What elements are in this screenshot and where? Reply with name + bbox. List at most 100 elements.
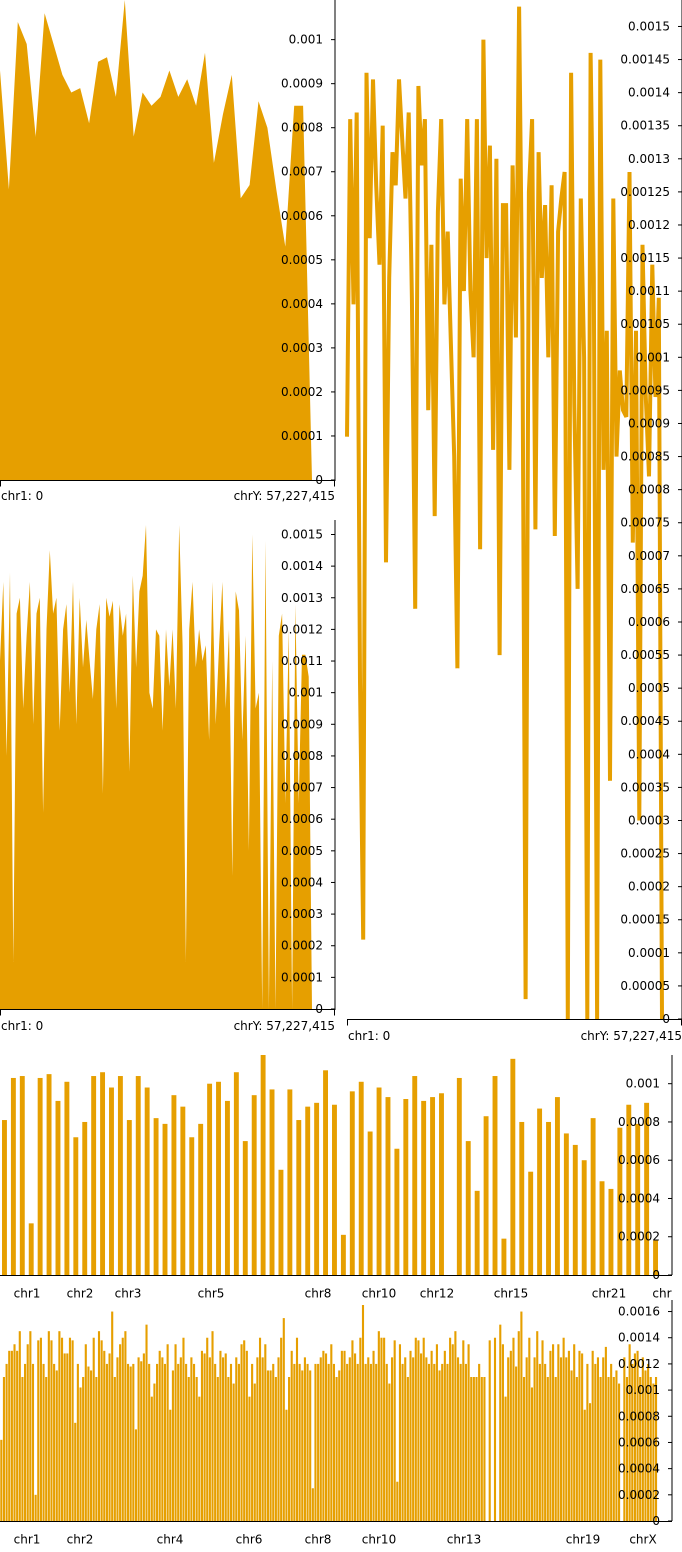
bar <box>520 1311 523 1521</box>
bar <box>472 1377 475 1521</box>
y-tick-label: 0.00045 <box>620 714 670 728</box>
bar <box>134 1429 138 1521</box>
bar <box>367 1131 373 1275</box>
bar <box>71 1340 74 1521</box>
y-tick-label: 0.0006 <box>618 1153 660 1167</box>
bar <box>369 1363 372 1521</box>
bar <box>591 1350 594 1521</box>
y-tick-label: 0.0006 <box>618 1435 660 1449</box>
x-tick-label: chr2 <box>67 1533 94 1547</box>
bar <box>454 1331 457 1521</box>
y-tick-label: 0.001 <box>626 1383 660 1397</box>
bar <box>285 1409 288 1521</box>
y-tick-label: 0.00095 <box>620 383 670 397</box>
bar <box>272 1363 275 1521</box>
y-tick-label: 0.0002 <box>618 1488 660 1502</box>
bar <box>403 1099 409 1275</box>
bar <box>343 1350 346 1521</box>
bar <box>581 1160 587 1275</box>
bar <box>240 1344 243 1521</box>
bar <box>169 1409 172 1521</box>
bar <box>153 1383 156 1521</box>
y-tick-label: 0.0009 <box>281 77 323 91</box>
bar <box>235 1357 238 1521</box>
bar <box>232 1383 235 1521</box>
bar <box>24 1363 27 1521</box>
bar <box>528 1171 534 1275</box>
bar <box>572 1144 578 1275</box>
bar <box>367 1357 370 1521</box>
bar <box>150 1396 153 1521</box>
bar <box>522 1377 526 1521</box>
bar <box>544 1363 547 1521</box>
bar <box>192 1363 196 1521</box>
bar <box>641 1357 644 1521</box>
bar <box>538 1363 541 1521</box>
bar <box>607 1377 610 1521</box>
x-tick-label: chr21 <box>592 1287 626 1301</box>
bar <box>111 1311 114 1521</box>
bar-chart-chrom-coarse: 00.00020.00040.00060.00080.001chr1chr2ch… <box>0 1055 682 1301</box>
bar <box>456 1077 462 1275</box>
y-tick-label: 0.00025 <box>620 847 670 861</box>
bar <box>462 1340 465 1521</box>
bar <box>422 1337 425 1521</box>
bar <box>348 1357 351 1521</box>
y-tick-label: 0.0012 <box>281 622 323 636</box>
x-tick-label: chr3 <box>115 1287 142 1301</box>
bar <box>256 1357 259 1521</box>
x-tick-label: chr13 <box>447 1533 481 1547</box>
chart-4-svg: 00.00020.00040.00060.00080.0010.00120.00… <box>0 1300 673 1547</box>
bar <box>145 1324 148 1521</box>
bar <box>578 1350 581 1521</box>
bar <box>0 1439 3 1521</box>
bar <box>103 1350 106 1521</box>
x-tick-label: chr <box>652 1287 671 1301</box>
bar <box>653 1240 658 1275</box>
bar <box>216 1377 219 1521</box>
bar <box>34 1494 37 1521</box>
bar <box>148 1363 151 1521</box>
bar <box>327 1363 330 1521</box>
chart-0-svg: 00.00010.00020.00030.00040.00050.00060.0… <box>0 0 336 503</box>
bar <box>161 1357 164 1521</box>
y-tick-label: 0.0008 <box>281 749 323 763</box>
y-tick-label: 0.001 <box>636 350 670 364</box>
bar <box>206 1337 209 1521</box>
bar <box>393 1340 396 1521</box>
bar <box>438 1370 441 1521</box>
x-tick-label: chr4 <box>157 1533 184 1547</box>
y-tick-label: 0.0002 <box>281 385 323 399</box>
area-chart-top-left: 00.00010.00020.00030.00040.00050.00060.0… <box>0 0 340 510</box>
bar <box>76 1363 79 1521</box>
y-tick-label: 0.00125 <box>620 185 670 199</box>
bar <box>533 1357 536 1521</box>
bar <box>121 1337 124 1521</box>
bar <box>639 1377 642 1521</box>
bar <box>158 1350 161 1521</box>
y-tick-label: 0.0011 <box>628 284 670 298</box>
y-tick-label: 0.0008 <box>618 1115 660 1129</box>
bar <box>19 1076 25 1275</box>
bar <box>573 1344 576 1521</box>
bar <box>319 1357 322 1521</box>
bar <box>251 1363 254 1521</box>
bar <box>187 1377 190 1521</box>
bar <box>364 1363 367 1521</box>
bar <box>55 1100 61 1275</box>
bar <box>295 1337 299 1521</box>
bar <box>314 1102 320 1275</box>
bar <box>84 1344 87 1521</box>
bar <box>358 1081 364 1275</box>
x-range-start-label: chr1: 0 <box>1 489 43 503</box>
bar <box>507 1357 510 1521</box>
y-tick-label: 0.0013 <box>281 591 323 605</box>
bar <box>430 1097 436 1275</box>
bar <box>504 1396 507 1521</box>
bar <box>602 1357 605 1521</box>
bar <box>37 1340 40 1521</box>
bar <box>290 1350 293 1521</box>
bar <box>480 1377 483 1521</box>
y-tick-label: 0.0008 <box>281 121 323 135</box>
y-tick-label: 0.0012 <box>618 1357 660 1371</box>
